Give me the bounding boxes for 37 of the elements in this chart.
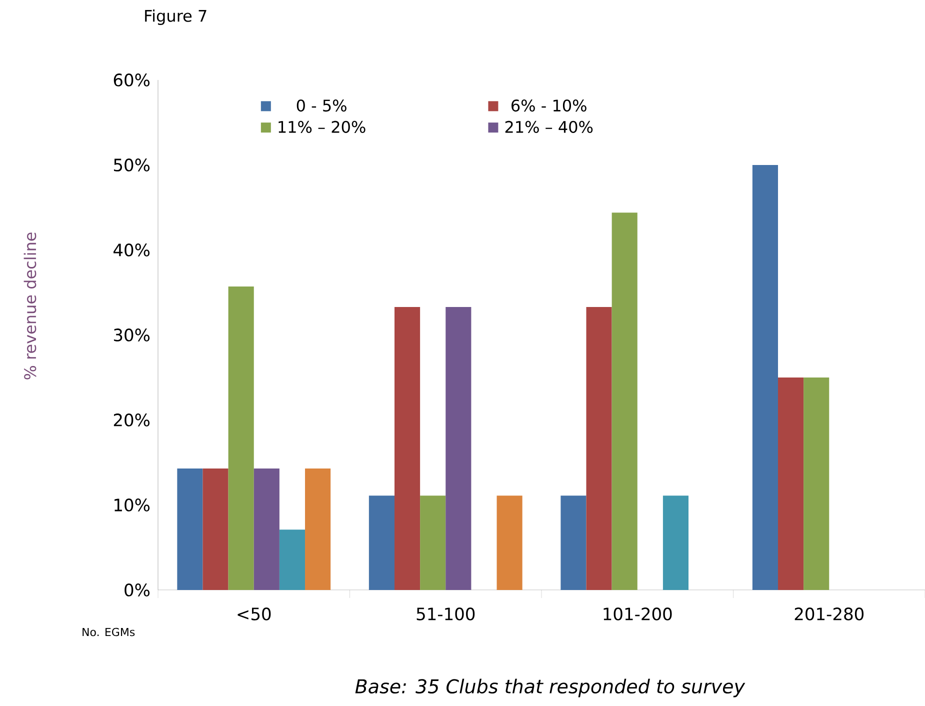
x-tick-label: <50	[238, 608, 271, 620]
bar	[394, 306, 420, 590]
y-tick-label: 60%	[114, 74, 150, 86]
legend-label: 0 - 5%	[296, 100, 346, 112]
bar	[612, 212, 638, 590]
bar	[254, 468, 280, 590]
bar	[662, 496, 689, 590]
y-tick-label: 20%	[114, 414, 150, 426]
y-tick-label: 40%	[114, 244, 150, 256]
bar	[752, 164, 778, 590]
bar	[804, 378, 830, 590]
bar	[586, 306, 612, 590]
y-axis-title: % revenue decline	[24, 232, 36, 380]
x-tick-label: 201-280	[794, 608, 864, 620]
y-tick-label: 0%	[124, 584, 150, 596]
bar	[368, 496, 394, 590]
bar	[228, 286, 254, 590]
y-tick-label: 10%	[114, 498, 150, 512]
chart-title: Figure 7	[145, 10, 206, 26]
x-tick-label: 101-200	[604, 608, 672, 620]
bar	[778, 378, 804, 590]
bar	[305, 468, 331, 590]
x-tick-label: 51-100	[416, 608, 475, 620]
x-axis-title: No. EGMs	[82, 628, 135, 636]
bar	[496, 496, 522, 590]
bar	[279, 530, 306, 590]
bar	[420, 496, 446, 590]
text: Base: 35 Clubs that responded to survey	[355, 678, 746, 698]
bar	[202, 468, 228, 590]
legend-label: 11% – 20%	[278, 120, 366, 133]
legend-label: 21% – 40%	[505, 120, 593, 133]
bar	[560, 496, 586, 590]
y-tick-label: 30%	[114, 328, 150, 342]
legend-label: 6% - 10%	[512, 100, 586, 112]
y-tick-label: 50%	[114, 158, 150, 172]
bar	[446, 306, 472, 590]
bar	[177, 468, 203, 590]
